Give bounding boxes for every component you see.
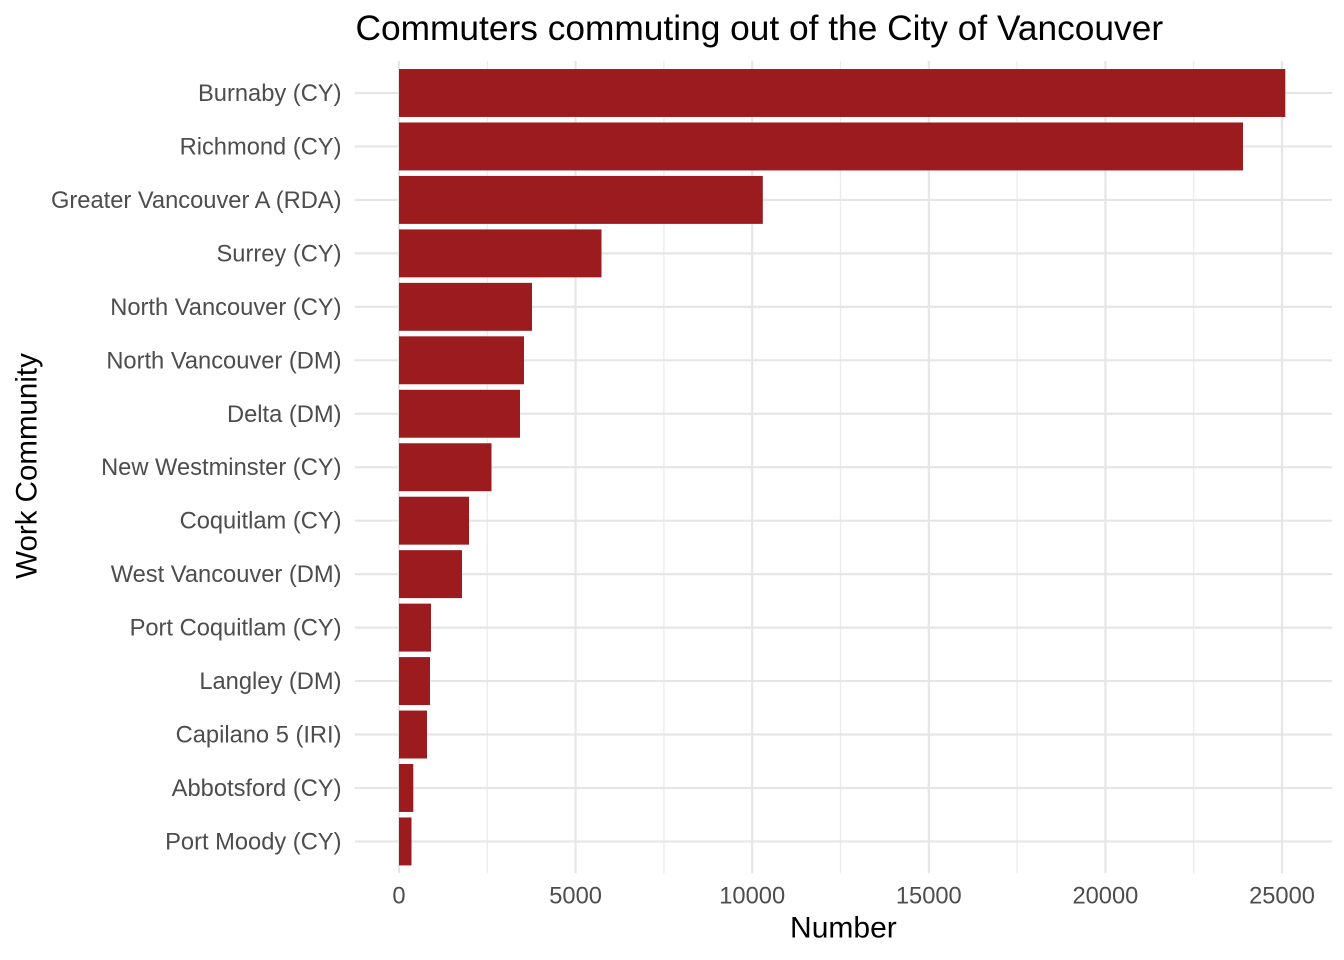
svg-text:West Vancouver (DM): West Vancouver (DM) bbox=[111, 562, 342, 588]
svg-text:New Westminster (CY): New Westminster (CY) bbox=[101, 455, 341, 481]
svg-text:Langley (DM): Langley (DM) bbox=[199, 669, 341, 695]
svg-text:North Vancouver (CY): North Vancouver (CY) bbox=[110, 295, 341, 321]
svg-text:Greater Vancouver A (RDA): Greater Vancouver A (RDA) bbox=[51, 188, 342, 214]
svg-text:Commuters commuting out of the: Commuters commuting out of the City of V… bbox=[356, 9, 1164, 48]
svg-text:Abbotsford (CY): Abbotsford (CY) bbox=[172, 776, 342, 802]
svg-text:Port Moody (CY): Port Moody (CY) bbox=[165, 829, 341, 855]
svg-text:0: 0 bbox=[392, 883, 405, 909]
svg-text:North Vancouver (DM): North Vancouver (DM) bbox=[106, 348, 341, 374]
svg-text:5000: 5000 bbox=[549, 883, 602, 909]
svg-text:10000: 10000 bbox=[719, 883, 785, 909]
svg-text:Coquitlam (CY): Coquitlam (CY) bbox=[180, 509, 342, 535]
svg-text:Delta (DM): Delta (DM) bbox=[227, 402, 342, 428]
svg-text:Burnaby (CY): Burnaby (CY) bbox=[198, 81, 342, 107]
svg-text:Work Community: Work Community bbox=[11, 353, 44, 579]
svg-text:Capilano 5 (IRI): Capilano 5 (IRI) bbox=[176, 723, 342, 749]
svg-text:20000: 20000 bbox=[1072, 883, 1138, 909]
svg-text:Surrey (CY): Surrey (CY) bbox=[216, 241, 341, 267]
svg-text:Port Coquitlam (CY): Port Coquitlam (CY) bbox=[130, 616, 342, 642]
svg-text:Number: Number bbox=[790, 912, 897, 945]
svg-text:15000: 15000 bbox=[896, 883, 962, 909]
svg-text:25000: 25000 bbox=[1249, 883, 1315, 909]
svg-text:Richmond (CY): Richmond (CY) bbox=[180, 134, 342, 160]
